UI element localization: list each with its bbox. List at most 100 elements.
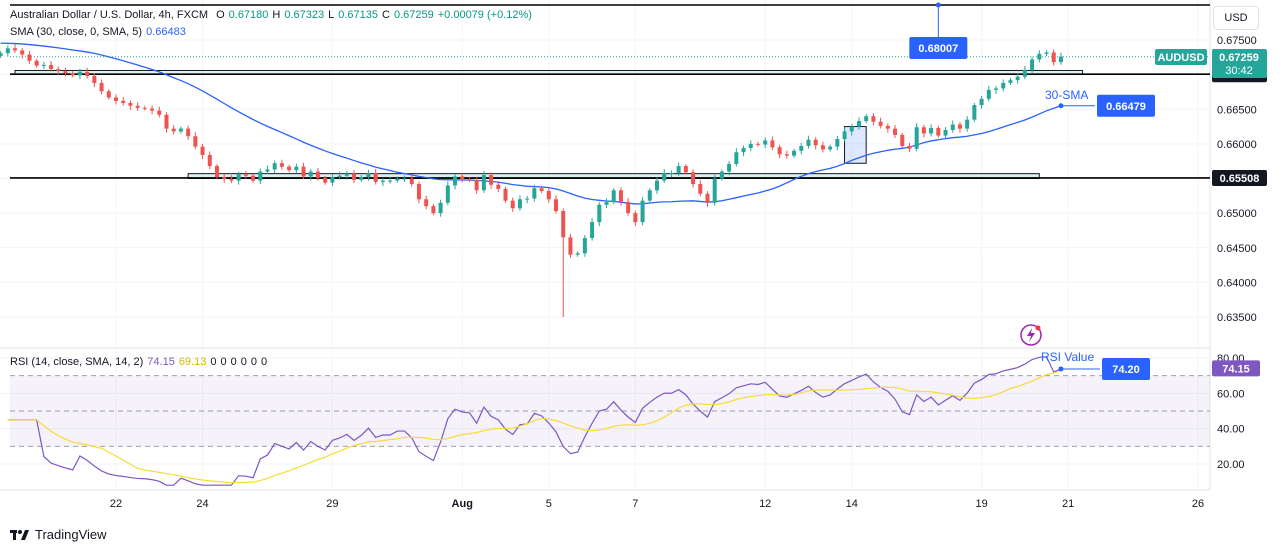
candle-body bbox=[914, 127, 919, 149]
horizontal-levels bbox=[10, 4, 1210, 179]
low-value: 0.67135 bbox=[338, 9, 379, 21]
candle-body bbox=[106, 91, 111, 98]
tradingview-logo-icon bbox=[10, 529, 30, 541]
candle-body bbox=[856, 121, 861, 127]
sma-legend-value: 0.66483 bbox=[146, 26, 186, 38]
candle-body bbox=[424, 199, 429, 207]
candle-body bbox=[618, 190, 623, 203]
rsi-tick-label: 40.00 bbox=[1217, 424, 1245, 436]
candle-body bbox=[70, 73, 75, 76]
countdown: 30:42 bbox=[1225, 65, 1253, 77]
sma-line bbox=[0, 42, 1062, 205]
candle-body bbox=[164, 114, 169, 129]
candle-body bbox=[34, 60, 39, 66]
callout-anchor-68007 bbox=[935, 2, 941, 8]
rsi-legend: RSI (14, close, SMA, 14, 2) 74.15 69.13 … bbox=[10, 356, 267, 368]
time-tick-label: 14 bbox=[846, 498, 858, 510]
candle-body bbox=[525, 198, 530, 200]
candle-body bbox=[943, 130, 948, 136]
time-tick-label: 12 bbox=[759, 498, 771, 510]
candle-body bbox=[640, 200, 645, 223]
candle-body bbox=[777, 147, 782, 155]
candle-body bbox=[467, 179, 472, 181]
candle-body bbox=[1037, 53, 1042, 60]
time-axis[interactable]: 22 24 29 Aug 5 7 12 14 19 21 26 bbox=[110, 0, 1204, 510]
time-tick-label: 5 bbox=[546, 498, 552, 510]
candle-body bbox=[178, 128, 183, 132]
candle-body bbox=[510, 200, 515, 209]
change-value: +0.00079 (+0.12%) bbox=[437, 9, 532, 21]
candle-body bbox=[409, 178, 414, 185]
candle-body bbox=[13, 48, 18, 51]
candle-body bbox=[1051, 52, 1056, 63]
candle-body bbox=[20, 50, 25, 55]
candle-body bbox=[474, 179, 479, 191]
rsi-ma-legend-value: 69.13 bbox=[178, 356, 207, 368]
candle-body bbox=[957, 124, 962, 129]
candle-body bbox=[893, 128, 898, 135]
rsi-axis-tag: 74.15 bbox=[1222, 363, 1250, 375]
price-tick-label: 0.64500 bbox=[1217, 243, 1257, 255]
candle-body bbox=[496, 184, 501, 189]
rsi-tick-label: 60.00 bbox=[1217, 388, 1245, 400]
sma-30-line bbox=[0, 42, 1062, 205]
last-price-tag-bg bbox=[1212, 49, 1267, 78]
candle-body bbox=[712, 178, 717, 203]
candle-body bbox=[92, 76, 97, 83]
candle-body bbox=[748, 143, 753, 149]
candle-body bbox=[647, 190, 652, 201]
candle-body bbox=[150, 108, 155, 111]
candle-body bbox=[99, 82, 104, 92]
candle-body bbox=[1001, 82, 1006, 89]
candle-body bbox=[561, 211, 566, 238]
candle-body bbox=[171, 128, 176, 132]
candle-body bbox=[835, 139, 840, 147]
candle-body bbox=[344, 173, 349, 176]
time-tick-label: 24 bbox=[196, 498, 208, 510]
candle-body bbox=[626, 202, 631, 214]
candle-body bbox=[142, 107, 147, 109]
candle-body bbox=[395, 178, 400, 181]
currency-button[interactable]: USD bbox=[1213, 6, 1259, 30]
candle-body bbox=[200, 146, 205, 155]
candle-body bbox=[77, 71, 82, 76]
candle-body bbox=[972, 105, 977, 120]
candle-body bbox=[929, 127, 934, 134]
rsi-extra-1: 0 bbox=[220, 356, 227, 368]
high-value: 0.67323 bbox=[284, 9, 325, 21]
candle-body bbox=[965, 119, 970, 129]
rsi-legend-value: 74.15 bbox=[147, 356, 175, 368]
candle-body bbox=[799, 145, 804, 151]
main-legend: Australian Dollar / U.S. Dollar, 4h, FXC… bbox=[10, 9, 532, 21]
rsi-extra-5: 0 bbox=[260, 356, 268, 368]
candle-body bbox=[842, 131, 847, 140]
time-tick-label: Aug bbox=[452, 498, 473, 510]
rsi-extra-3: 0 bbox=[240, 356, 247, 368]
candle-body bbox=[402, 178, 407, 180]
rsi-extra-4: 0 bbox=[250, 356, 257, 368]
candle-body bbox=[186, 128, 191, 137]
candle-body bbox=[222, 177, 227, 180]
callout-68007: 0.68007 bbox=[918, 43, 958, 55]
candle-body bbox=[63, 71, 68, 74]
level-tag-65508-bg bbox=[1212, 169, 1267, 186]
candle-body bbox=[885, 125, 890, 129]
candle-body bbox=[373, 172, 378, 182]
candle-body bbox=[705, 193, 710, 203]
annotations: 0.670060.655080.6725930:42AUDUSD0.680073… bbox=[909, 2, 1267, 380]
sma-callout-value: 0.66479 bbox=[1106, 101, 1146, 113]
candle-body bbox=[900, 134, 905, 146]
close-value: 0.67259 bbox=[393, 9, 434, 21]
candle-body bbox=[871, 116, 876, 122]
candle-body bbox=[27, 54, 32, 61]
candle-body bbox=[568, 237, 573, 255]
candle-body bbox=[936, 127, 941, 136]
rsi-tick-label: 20.00 bbox=[1217, 459, 1245, 471]
sma-callout-value-bg bbox=[1097, 94, 1155, 117]
candle-body bbox=[272, 163, 277, 170]
time-tick-label: 26 bbox=[1192, 498, 1204, 510]
candle-body bbox=[921, 127, 926, 134]
candle-body bbox=[806, 139, 811, 146]
